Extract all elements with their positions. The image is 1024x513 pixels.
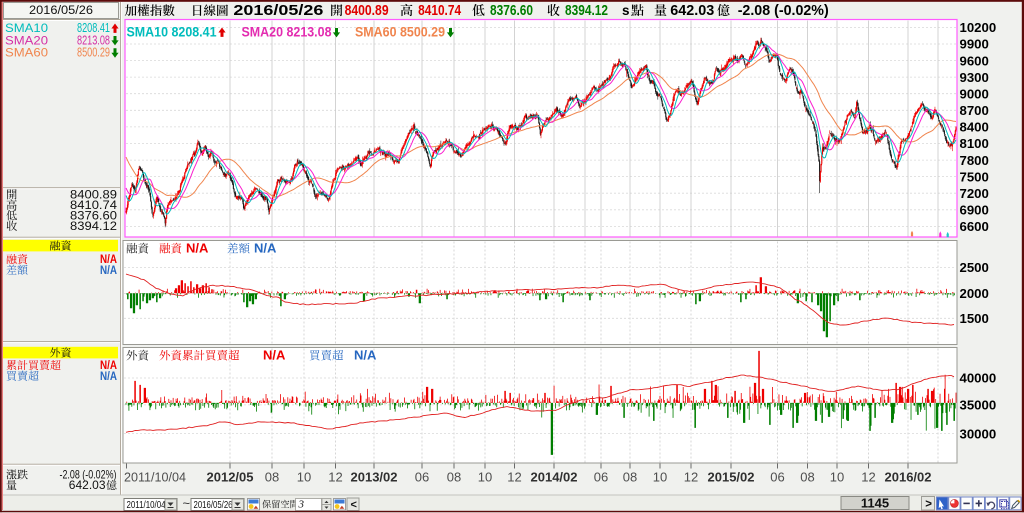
svg-text:10200: 10200: [960, 20, 997, 35]
svg-text:10: 10: [297, 470, 311, 485]
svg-text:N/A: N/A: [100, 263, 117, 277]
svg-text:35000: 35000: [960, 398, 997, 413]
svg-text:8100: 8100: [960, 136, 989, 151]
svg-text:8208.41: 8208.41: [77, 21, 110, 35]
svg-text:2011/10/04: 2011/10/04: [124, 470, 186, 485]
svg-text:>: >: [925, 499, 932, 511]
svg-text:642.03: 642.03: [670, 3, 714, 19]
svg-text:SMA10: SMA10: [5, 21, 48, 35]
svg-text:N/A: N/A: [100, 369, 117, 383]
svg-text:8376.60: 8376.60: [490, 3, 533, 19]
svg-text:12: 12: [861, 470, 875, 485]
svg-text:12: 12: [507, 470, 521, 485]
svg-text:2013/02: 2013/02: [351, 470, 398, 485]
svg-text:642.03: 642.03: [69, 478, 106, 492]
svg-text:SMA60 8500.29: SMA60 8500.29: [355, 25, 445, 40]
svg-text:12: 12: [684, 470, 698, 485]
svg-text:08: 08: [623, 470, 637, 485]
svg-text:8376.60: 8376.60: [70, 209, 117, 223]
svg-text:8213.08: 8213.08: [77, 33, 110, 47]
svg-text:08: 08: [800, 470, 814, 485]
svg-text:2500: 2500: [960, 260, 989, 275]
svg-text:06: 06: [594, 470, 608, 485]
svg-text:-2.08 (-0.02%): -2.08 (-0.02%): [738, 3, 829, 19]
svg-text:N/A: N/A: [100, 252, 117, 266]
svg-text:2015/02: 2015/02: [708, 470, 755, 485]
svg-text:7200: 7200: [960, 186, 989, 201]
svg-text:8500.29: 8500.29: [77, 46, 110, 60]
svg-text:N/A: N/A: [254, 241, 277, 256]
svg-text:SMA20 8213.08: SMA20 8213.08: [242, 25, 332, 40]
svg-text:2016/05/26: 2016/05/26: [233, 2, 323, 19]
svg-text:8394.12: 8394.12: [565, 3, 608, 19]
svg-text:2012/05: 2012/05: [207, 470, 254, 485]
svg-text:9900: 9900: [960, 37, 989, 52]
svg-text:6900: 6900: [960, 203, 989, 218]
svg-text:7500: 7500: [960, 169, 989, 184]
svg-text:1145: 1145: [861, 495, 889, 510]
svg-text:N/A: N/A: [100, 358, 117, 372]
svg-text:N/A: N/A: [263, 348, 286, 363]
svg-text:SMA20: SMA20: [5, 33, 48, 47]
svg-text:2016/05/26: 2016/05/26: [29, 5, 93, 17]
svg-text:8400: 8400: [960, 120, 989, 135]
svg-text:s: s: [622, 3, 630, 18]
svg-text:12: 12: [328, 470, 342, 485]
svg-text:8394.12: 8394.12: [70, 219, 117, 233]
svg-text:2016/05/26: 2016/05/26: [194, 500, 233, 511]
svg-text:SMA10 8208.41: SMA10 8208.41: [127, 25, 217, 40]
svg-text:2000: 2000: [960, 286, 989, 301]
svg-text:8410.74: 8410.74: [418, 3, 461, 19]
svg-text:SMA60: SMA60: [5, 46, 48, 60]
svg-text:3: 3: [298, 499, 305, 511]
svg-text:30000: 30000: [960, 426, 997, 441]
svg-text:9300: 9300: [960, 70, 989, 85]
svg-text:10: 10: [653, 470, 667, 485]
svg-text:6600: 6600: [960, 219, 989, 234]
svg-text:N/A: N/A: [354, 348, 377, 363]
svg-text:08: 08: [265, 470, 279, 485]
svg-text:8400.89: 8400.89: [345, 3, 389, 19]
svg-text:<: <: [351, 499, 357, 511]
svg-text:2011/10/04: 2011/10/04: [127, 500, 166, 511]
svg-text:2016/02: 2016/02: [885, 470, 932, 485]
svg-text:~: ~: [183, 496, 191, 511]
svg-text:40000: 40000: [960, 371, 997, 386]
svg-text:10: 10: [478, 470, 492, 485]
svg-text:-2.08 (-0.02%): -2.08 (-0.02%): [60, 468, 117, 482]
svg-text:10: 10: [830, 470, 844, 485]
svg-text:N/A: N/A: [186, 241, 209, 256]
svg-text:06: 06: [415, 470, 429, 485]
svg-text:1500: 1500: [960, 311, 989, 326]
svg-text:8410.74: 8410.74: [70, 198, 117, 212]
svg-text:2014/02: 2014/02: [531, 470, 578, 485]
svg-text:8700: 8700: [960, 103, 989, 118]
svg-text:9600: 9600: [960, 53, 989, 68]
svg-text:06: 06: [770, 470, 784, 485]
svg-text:08: 08: [447, 470, 461, 485]
svg-text:9000: 9000: [960, 86, 989, 101]
svg-text:7800: 7800: [960, 153, 989, 168]
svg-text:8400.89: 8400.89: [70, 188, 117, 202]
